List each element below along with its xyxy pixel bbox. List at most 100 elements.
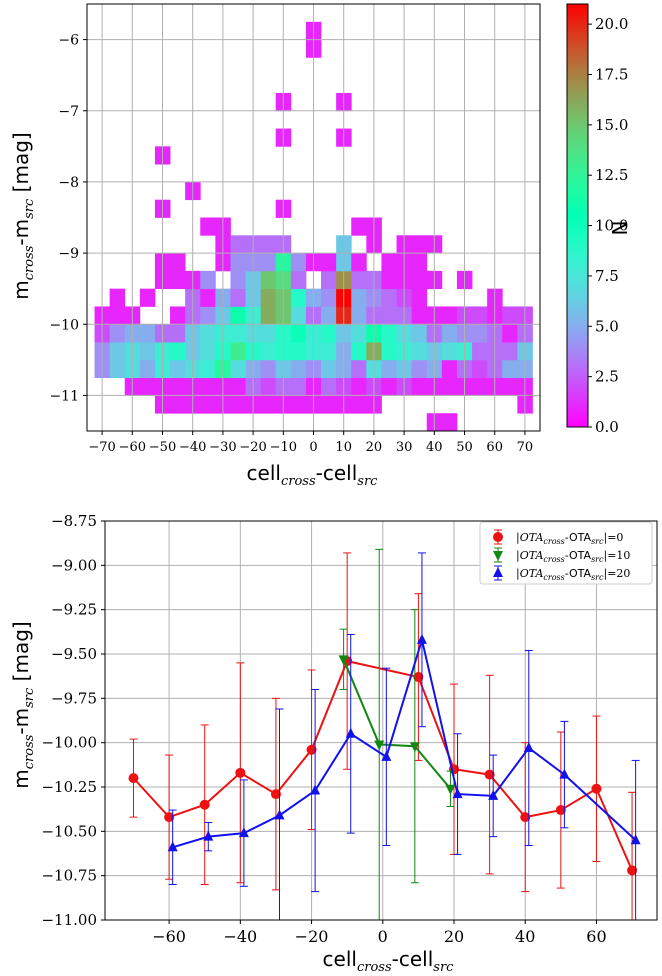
- heatmap-cell: [411, 288, 428, 307]
- heatmap-cell: [381, 253, 397, 272]
- heatmap-cell: [321, 270, 337, 290]
- heatmap-x-tick-label: 60: [486, 440, 503, 455]
- heatmap-cell: [351, 359, 367, 379]
- heatmap-cell: [170, 395, 186, 414]
- heatmap-cell: [170, 306, 186, 325]
- colorbar-tick-label: 17.5: [595, 66, 628, 84]
- heatmap-cell: [411, 377, 428, 396]
- heatmap-y-ticks: −11 −10 −9 −8 −7 −6: [49, 33, 87, 404]
- series-1-point: [409, 742, 420, 753]
- heatmap-cell: [381, 377, 397, 396]
- line-plot-series: [128, 548, 641, 920]
- series-0-point: [270, 789, 281, 800]
- heatmap-cell: [411, 270, 428, 290]
- heatmap-cell: [290, 359, 307, 379]
- legend-marker-1: [493, 547, 503, 563]
- line-plot-x-axis-label: cellcross-cellsrc: [323, 947, 455, 975]
- heatmap-x-tick-label: −60: [119, 440, 146, 455]
- series-0-point: [627, 865, 638, 876]
- series-2-point: [345, 727, 356, 738]
- heatmap-cell: [290, 270, 307, 290]
- heatmap-cell: [200, 324, 216, 343]
- heatmap-cell: [170, 342, 186, 361]
- series-0-point: [555, 805, 566, 816]
- series-2-point: [238, 827, 249, 838]
- line-plot-y-tick-label: −9.00: [51, 556, 97, 574]
- colorbar-tick-label: 7.5: [595, 267, 619, 285]
- series-1-point: [338, 655, 349, 666]
- heatmap-cell: [230, 270, 246, 290]
- heatmap-cell: [139, 377, 156, 396]
- heatmap-cell: [260, 395, 277, 414]
- heatmap-cell: [351, 342, 367, 361]
- series-2-point: [559, 768, 570, 779]
- heatmap-cell: [290, 377, 307, 396]
- heatmap-cell: [411, 306, 428, 325]
- heatmap-y-tick-label: −6: [58, 33, 79, 49]
- heatmap-x-tick-label: −40: [179, 440, 206, 455]
- heatmap-cell: [441, 359, 458, 379]
- heatmap-cell: [441, 306, 458, 325]
- heatmap-cell: [230, 288, 246, 307]
- heatmap-cell: [109, 324, 126, 343]
- heatmap-cell: [170, 270, 186, 290]
- heatmap-cell: [351, 270, 367, 290]
- heatmap-cell: [290, 306, 307, 325]
- heatmap-cell: [109, 359, 126, 379]
- colorbar-tick-label: 10.0: [595, 217, 628, 235]
- series-2-point: [167, 841, 178, 852]
- heatmap-y-tick-label: −8: [58, 175, 79, 191]
- heatmap-cell: [441, 413, 458, 432]
- heatmap-x-tick-label: −50: [149, 440, 176, 455]
- heatmap-cell: [321, 253, 337, 272]
- heatmap-cell: [200, 306, 216, 325]
- legend-label-0: |OTAcross-OTAsrc|=0: [516, 531, 623, 546]
- line-plot-x-tick-label: 0: [378, 927, 388, 946]
- series-0-point: [235, 767, 246, 778]
- series-2-point: [630, 834, 641, 845]
- line-plot-y-tick-label: −9.50: [51, 645, 97, 663]
- heatmap-cell: [260, 377, 277, 396]
- series-0-point: [164, 812, 175, 823]
- heatmap-cell: [321, 324, 337, 343]
- colorbar-ticks: 0.0 2.5 5.0 7.5 10.0 12.5 15.0 17.5 20.0: [588, 15, 628, 436]
- heatmap-cell: [109, 342, 126, 361]
- heatmap-cell: [321, 395, 337, 414]
- heatmap-cell: [290, 253, 307, 272]
- heatmap-cell: [502, 324, 518, 343]
- heatmap-x-tick-label: 30: [396, 440, 413, 455]
- heatmap-cell: [472, 324, 488, 343]
- series-2-point: [416, 633, 427, 644]
- heatmap-cell: [290, 395, 307, 414]
- heatmap-cell: [502, 306, 518, 325]
- colorbar-tick-label: 12.5: [595, 166, 628, 184]
- heatmap-cell: [230, 253, 246, 272]
- heatmap-cell: [109, 306, 126, 325]
- heatmap-y-axis-label: mcross-msrc [mag]: [9, 132, 37, 299]
- heatmap-cell: [200, 395, 216, 414]
- heatmap-cell: [351, 395, 367, 414]
- heatmap-x-tick-label: 10: [335, 440, 352, 455]
- heatmap-cell: [321, 342, 337, 361]
- heatmap-cell: [260, 324, 277, 343]
- heatmap-x-tick-label: −30: [209, 440, 236, 455]
- heatmap-cell: [472, 377, 488, 396]
- colorbar-tick-label: 5.0: [595, 317, 619, 335]
- series-0-line: [132, 659, 633, 871]
- series-2: [167, 552, 641, 920]
- line-plot-x-tick-label: 60: [586, 927, 606, 946]
- series-0-point: [199, 799, 210, 810]
- series-0-point: [413, 672, 424, 683]
- heatmap-cell: [411, 359, 428, 379]
- heatmap-x-tick-label: 50: [456, 440, 473, 455]
- legend-marker-0: [493, 529, 503, 545]
- heatmap-cell: [230, 395, 246, 414]
- series-2-point: [310, 784, 321, 795]
- series-2-point: [274, 809, 285, 820]
- heatmap-cell: [260, 342, 277, 361]
- line-plot-y-tick-label: −11.00: [41, 911, 97, 929]
- line-plot-y-tick-label: −9.75: [51, 689, 97, 707]
- heatmap-cell: [230, 377, 246, 396]
- line-plot-panel: −60 −40 −20 0 20 40 60 −11.00 −10.75 −10.50 −10.2…: [9, 512, 658, 975]
- heatmap-y-tick-label: −9: [58, 246, 79, 262]
